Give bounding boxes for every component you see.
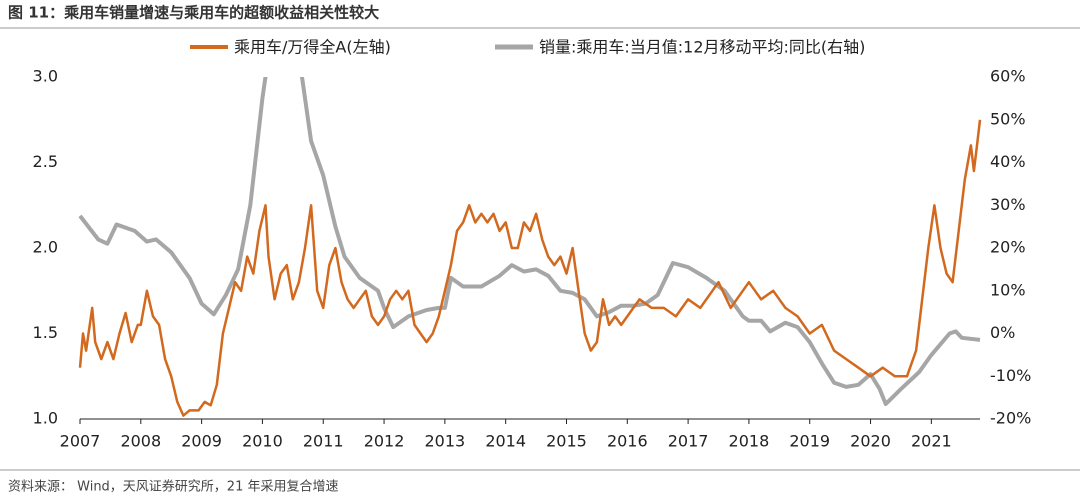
y2-tick-label: 10%	[990, 280, 1026, 299]
x-tick-label: 2007	[60, 432, 101, 451]
y-tick-label: 2.0	[33, 238, 58, 257]
chart-title: 图 11：乘用车销量增速与乘用车的超额收益相关性较大	[8, 4, 379, 22]
x-tick-label: 2014	[485, 432, 526, 451]
y2-tick-label: -20%	[990, 409, 1031, 428]
x-tick-label: 2021	[911, 432, 952, 451]
x-tick-label: 2018	[729, 432, 770, 451]
x-tick-label: 2009	[181, 432, 222, 451]
x-tick-label: 2011	[303, 432, 344, 451]
x-tick-label: 2012	[364, 432, 405, 451]
legend-label: 销量:乘用车:当月值:12月移动平均:同比(右轴)	[539, 38, 865, 57]
x-tick-label: 2013	[425, 432, 466, 451]
y2-tick-label: 40%	[990, 152, 1026, 171]
x-tick-label: 2010	[242, 432, 283, 451]
y2-tick-label: 30%	[990, 195, 1026, 214]
x-tick-label: 2015	[546, 432, 587, 451]
x-tick-label: 2017	[668, 432, 709, 451]
y-tick-label: 1.5	[33, 323, 58, 342]
plot-area	[78, 77, 982, 417]
y2-tick-label: 20%	[990, 238, 1026, 257]
y-tick-label: 3.0	[33, 67, 58, 86]
source-note: 资料来源： Wind，天风证券研究所，21 年采用复合增速	[8, 479, 338, 495]
y-tick-label: 2.5	[33, 152, 58, 171]
y2-tick-label: 0%	[990, 323, 1015, 342]
x-tick-label: 2019	[789, 432, 830, 451]
y-tick-label: 1.0	[33, 409, 58, 428]
legend-label: 乘用车/万得全A(左轴)	[234, 38, 391, 57]
y2-tick-label: 60%	[990, 67, 1026, 86]
y2-tick-label: -10%	[990, 366, 1031, 385]
series-line	[78, 119, 982, 417]
x-tick-label: 2008	[120, 432, 161, 451]
x-tick-label: 2016	[607, 432, 648, 451]
y2-tick-label: 50%	[990, 109, 1026, 128]
series-line	[78, 77, 981, 406]
x-tick-label: 2020	[850, 432, 891, 451]
